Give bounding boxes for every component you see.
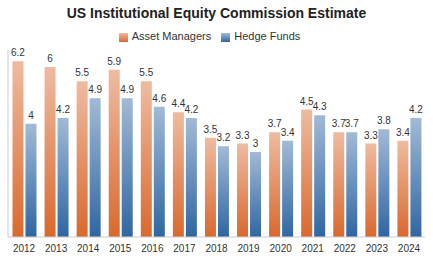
svg-text:4.5: 4.5 xyxy=(299,95,314,107)
svg-text:4.2: 4.2 xyxy=(56,104,70,115)
svg-text:4.9: 4.9 xyxy=(120,84,134,95)
svg-text:3.2: 3.2 xyxy=(216,132,230,143)
svg-text:5.5: 5.5 xyxy=(75,67,89,78)
svg-text:4.9: 4.9 xyxy=(88,84,102,95)
svg-text:3.5: 3.5 xyxy=(203,123,218,135)
svg-text:2014: 2014 xyxy=(77,243,100,254)
svg-text:3.7: 3.7 xyxy=(331,118,346,130)
svg-text:4.3: 4.3 xyxy=(313,101,327,112)
svg-text:3: 3 xyxy=(253,138,259,149)
svg-text:6.2: 6.2 xyxy=(11,47,25,58)
svg-text:3.8: 3.8 xyxy=(377,115,391,126)
svg-text:4.6: 4.6 xyxy=(152,93,166,104)
svg-text:2022: 2022 xyxy=(334,243,357,254)
svg-text:2023: 2023 xyxy=(366,243,389,254)
svg-text:5.9: 5.9 xyxy=(107,56,121,67)
svg-text:2012: 2012 xyxy=(13,243,36,254)
svg-text:2015: 2015 xyxy=(109,243,132,254)
svg-text:6: 6 xyxy=(47,53,53,64)
svg-text:2018: 2018 xyxy=(205,243,228,254)
svg-text:2013: 2013 xyxy=(45,243,68,254)
svg-text:3.3: 3.3 xyxy=(364,130,378,141)
svg-text:3.3: 3.3 xyxy=(236,130,250,141)
svg-text:4.4: 4.4 xyxy=(171,98,186,110)
svg-text:2016: 2016 xyxy=(141,243,164,254)
html-text:Hedge Funds: Hedge Funds xyxy=(234,30,301,42)
svg-text:3.7: 3.7 xyxy=(267,118,282,130)
svg-text:2019: 2019 xyxy=(237,243,260,254)
svg-text:4: 4 xyxy=(28,110,34,121)
svg-text:3.7: 3.7 xyxy=(345,118,359,129)
svg-text:5.5: 5.5 xyxy=(139,67,153,78)
html-text:Asset Managers: Asset Managers xyxy=(131,30,212,42)
svg-text:2024: 2024 xyxy=(398,243,421,254)
svg-text:2021: 2021 xyxy=(302,243,325,254)
html-text:US Institutional Equity Commis: US Institutional Equity Commission Estim… xyxy=(66,5,367,21)
svg-text:2017: 2017 xyxy=(173,243,196,254)
svg-text:4.2: 4.2 xyxy=(409,104,423,115)
svg-text:3.4: 3.4 xyxy=(396,127,410,138)
svg-text:3.4: 3.4 xyxy=(281,127,295,138)
svg-text:4.2: 4.2 xyxy=(184,104,198,115)
svg-text:2020: 2020 xyxy=(270,243,293,254)
